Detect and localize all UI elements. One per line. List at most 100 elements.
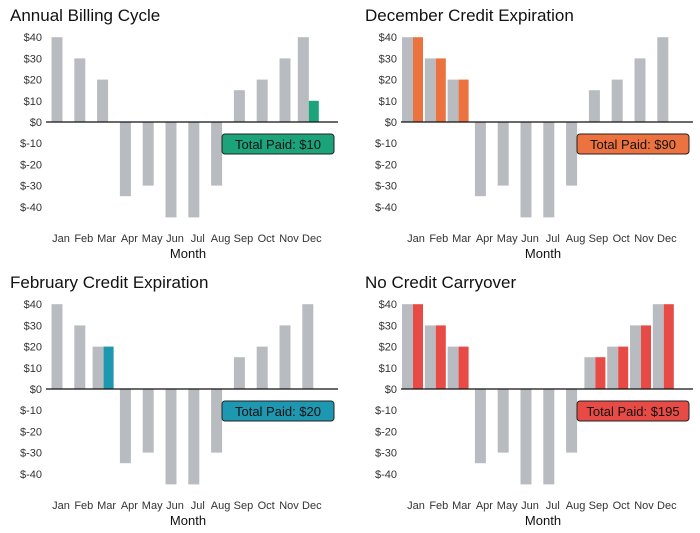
x-tick-label: Jan — [407, 233, 425, 245]
x-tick-label: Oct — [613, 233, 630, 245]
x-tick-label: Mar — [452, 500, 471, 512]
x-tick-label: Jul — [546, 233, 560, 245]
x-tick-label: Dec — [302, 500, 322, 512]
x-tick-label: Apr — [476, 233, 493, 245]
y-tick-label: $-20 — [375, 426, 397, 438]
y-tick-label: $-30 — [375, 448, 397, 460]
bar-base — [652, 304, 664, 389]
x-tick-label: Nov — [634, 233, 654, 245]
bar-base — [297, 37, 309, 123]
bar-base — [256, 346, 268, 389]
x-tick-label: Sep — [589, 233, 609, 245]
x-tick-label: Jan — [407, 500, 425, 512]
x-tick-label: Jan — [52, 500, 70, 512]
bar-base — [447, 79, 459, 122]
y-tick-label: $10 — [379, 96, 397, 108]
chart-panel: December Credit Expiration $40 $30 $20 $10 $0… — [365, 6, 693, 261]
x-tick-label: Aug — [211, 500, 231, 512]
bar-base — [51, 37, 63, 123]
y-tick-label: $-30 — [20, 181, 42, 193]
y-tick-label: $30 — [379, 53, 397, 65]
x-axis-label: Month — [170, 513, 206, 528]
y-tick-label: $-20 — [20, 426, 42, 438]
x-tick-label: Oct — [258, 500, 275, 512]
x-tick-label: Sep — [589, 500, 609, 512]
bar-highlight — [663, 304, 674, 389]
bar-highlight — [641, 325, 651, 389]
bar-base — [211, 122, 223, 186]
y-tick-label: $-20 — [20, 159, 42, 171]
bar-base — [634, 58, 646, 122]
bar-highlight — [458, 79, 469, 122]
x-tick-label: Aug — [211, 233, 231, 245]
x-axis-label: Month — [170, 246, 206, 261]
y-tick-label: $-10 — [20, 138, 42, 150]
y-tick-label: $40 — [379, 299, 397, 311]
x-tick-label: Feb — [74, 233, 93, 245]
bar-base — [424, 58, 436, 122]
y-tick-label: $30 — [379, 320, 397, 332]
x-tick-label: Aug — [566, 500, 586, 512]
bar-highlight — [458, 346, 469, 389]
y-tick-label: $-40 — [20, 469, 42, 481]
x-tick-label: Mar — [97, 233, 116, 245]
y-tick-label: $-40 — [375, 469, 397, 481]
bar-base — [402, 37, 413, 123]
x-tick-label: Dec — [302, 233, 322, 245]
bar-base — [607, 346, 619, 389]
y-tick-label: $-40 — [375, 202, 397, 214]
x-tick-label: Feb — [429, 233, 448, 245]
x-tick-label: Jun — [521, 233, 539, 245]
total-paid-label: Total Paid: $195 — [586, 404, 679, 419]
x-tick-label: Jul — [546, 500, 560, 512]
x-tick-label: Nov — [634, 500, 654, 512]
chart-title: Annual Billing Cycle — [10, 6, 160, 25]
y-tick-label: $30 — [24, 320, 42, 332]
y-tick-label: $40 — [24, 299, 42, 311]
bar-base — [447, 346, 459, 389]
y-tick-label: $-30 — [375, 181, 397, 193]
bar-highlight — [308, 100, 319, 122]
bar-highlight — [435, 58, 446, 122]
total-paid-badge — [576, 133, 690, 155]
x-axis-label: Month — [525, 246, 561, 261]
x-tick-label: May — [142, 233, 163, 245]
x-tick-label: Apr — [476, 500, 493, 512]
bar-base — [74, 325, 86, 389]
chart-panel: February Credit Expiration $40 $30 $20 $10 $0… — [10, 273, 338, 528]
y-tick-label: $20 — [24, 342, 42, 354]
chart-panel: Annual Billing Cycle $40 $30 $20 $10 $0 $-10 $-… — [10, 6, 338, 261]
y-tick-label: $40 — [379, 32, 397, 44]
x-tick-label: Apr — [121, 233, 138, 245]
x-tick-label: May — [497, 233, 518, 245]
bar-base — [566, 389, 578, 453]
bar-base — [279, 325, 291, 389]
bar-base — [630, 325, 641, 389]
bar-base — [119, 389, 131, 464]
y-tick-label: $20 — [379, 75, 397, 87]
y-tick-label: $0 — [385, 384, 397, 396]
bar-base — [233, 357, 245, 389]
bar-base — [97, 79, 109, 122]
x-tick-label: Jun — [166, 500, 184, 512]
bar-base — [657, 37, 669, 123]
y-tick-label: $0 — [30, 117, 42, 129]
bar-base — [474, 389, 486, 464]
bar-base — [584, 357, 596, 389]
bar-base — [474, 122, 486, 197]
bar-highlight — [103, 346, 114, 389]
total-paid-label: Total Paid: $10 — [235, 137, 321, 152]
bar-base — [74, 58, 86, 122]
x-tick-label: Dec — [657, 500, 677, 512]
x-tick-label: Feb — [74, 500, 93, 512]
bar-base — [302, 304, 314, 389]
y-tick-label: $20 — [24, 75, 42, 87]
bar-base — [165, 122, 177, 218]
bar-base — [256, 79, 268, 122]
bar-base — [92, 346, 104, 389]
y-tick-label: $0 — [30, 384, 42, 396]
bar-highlight — [618, 346, 629, 389]
y-tick-label: $30 — [24, 53, 42, 65]
x-tick-label: May — [497, 500, 518, 512]
